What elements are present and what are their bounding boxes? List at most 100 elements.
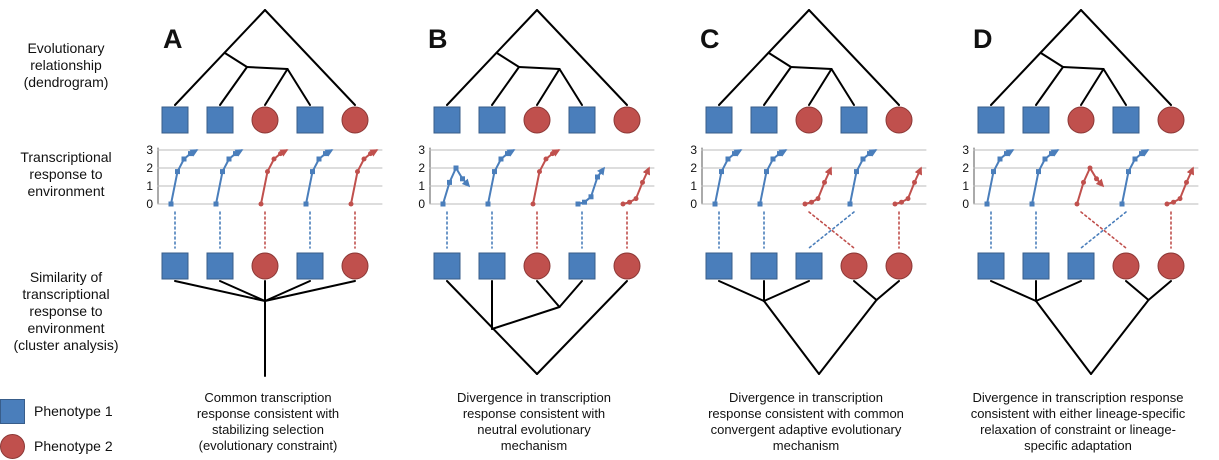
phenotype-1-square — [296, 106, 324, 134]
data-point — [854, 169, 859, 175]
cluster-branch — [718, 280, 765, 302]
data-point — [1126, 169, 1131, 175]
legend-label: Phenotype 1 — [34, 403, 113, 419]
data-point — [175, 169, 180, 175]
dendrogram-branch — [518, 66, 561, 70]
row-label-line: transcriptional — [22, 286, 110, 302]
caption-line: convergent adaptive evolutionary — [710, 422, 902, 437]
square-shape — [1067, 252, 1095, 280]
response-curve-red — [1074, 165, 1105, 207]
dendrogram-branch — [1035, 66, 1064, 106]
dendrogram-branch — [1080, 68, 1105, 106]
response-curve-blue — [1119, 149, 1150, 207]
square-shape — [1112, 106, 1140, 134]
dendrogram-branch — [790, 66, 833, 70]
data-point — [447, 179, 452, 185]
data-point — [1164, 201, 1170, 207]
row-label-line: (dendrogram) — [23, 74, 109, 90]
response-curve-blue — [1029, 149, 1060, 207]
response-curve-blue — [712, 149, 743, 207]
data-point — [1074, 201, 1080, 207]
data-point — [505, 151, 510, 157]
data-point — [1139, 151, 1144, 157]
panel-letter-a: A — [163, 24, 183, 54]
dendrogram-branch — [1080, 9, 1172, 106]
row-label-line: environment — [27, 183, 105, 199]
response-curve-blue — [168, 149, 199, 207]
dendrogram-branch — [1039, 51, 1064, 68]
phenotype-2-circle — [1067, 106, 1095, 134]
y-tick-label: 0 — [962, 197, 969, 211]
y-tick-label: 2 — [690, 161, 697, 175]
data-point — [530, 201, 536, 207]
y-tick-label: 3 — [418, 143, 425, 157]
phenotype-2-circle — [1157, 106, 1185, 134]
y-tick-label: 0 — [690, 197, 697, 211]
phenotype-1-square — [1067, 252, 1095, 280]
row-label-line: Evolutionary — [27, 40, 105, 56]
response-curve-red — [530, 149, 561, 207]
data-point — [460, 176, 465, 182]
phenotype-1-square — [161, 106, 189, 134]
data-point — [1081, 179, 1086, 185]
data-point — [233, 151, 238, 157]
dendrogram-branch — [1062, 66, 1105, 70]
data-point — [595, 174, 600, 180]
data-point — [1004, 151, 1009, 157]
data-point — [226, 156, 232, 162]
data-point — [620, 201, 626, 207]
square-shape — [795, 252, 823, 280]
response-curve-blue — [575, 166, 605, 207]
cluster-branch — [1147, 280, 1172, 301]
cluster-branch — [763, 280, 810, 302]
circle-shape — [795, 106, 823, 134]
row-label-line: Similarity of — [29, 269, 103, 285]
phenotype-2-circle — [840, 252, 868, 280]
square-shape — [296, 252, 324, 280]
data-point — [575, 201, 581, 207]
y-tick-label: 1 — [962, 179, 969, 193]
y-tick-label: 0 — [418, 197, 425, 211]
phenotype-1-square — [433, 106, 461, 134]
cluster-branch — [219, 280, 266, 302]
circle-shape — [885, 252, 913, 280]
circle-shape — [341, 252, 369, 280]
phenotype-1-square — [478, 252, 506, 280]
data-point — [757, 201, 763, 207]
square-shape — [1022, 252, 1050, 280]
row-label-line: Transcriptional — [20, 149, 112, 165]
data-point — [492, 169, 497, 175]
dendrogram-branch — [536, 68, 561, 106]
data-point — [712, 201, 718, 207]
data-point — [809, 199, 814, 205]
response-curve-red — [620, 166, 651, 207]
y-tick-label: 2 — [962, 161, 969, 175]
phenotype-1-square — [206, 252, 234, 280]
y-tick-label: 2 — [418, 161, 425, 175]
cluster-branch — [264, 280, 356, 302]
data-point — [997, 156, 1003, 162]
y-tick-label: 1 — [146, 179, 153, 193]
phenotype-2-circle — [523, 252, 551, 280]
dendrogram-branch — [558, 68, 583, 106]
panel-letter-d: D — [973, 24, 993, 54]
data-point — [316, 156, 322, 162]
circle-shape — [251, 106, 279, 134]
data-point — [905, 196, 911, 202]
data-point — [498, 156, 504, 162]
dendrogram-branch — [830, 68, 855, 106]
square-shape — [1022, 106, 1050, 134]
data-point — [867, 151, 872, 157]
phenotype-1-square — [161, 252, 189, 280]
phenotype-1-square — [1112, 106, 1140, 134]
caption-line: response consistent with common — [708, 406, 904, 421]
phenotype-1-square — [705, 252, 733, 280]
dendrogram-branch — [223, 51, 248, 68]
caption-line: mechanism — [500, 438, 568, 453]
data-point — [822, 179, 827, 185]
cluster-branch — [174, 280, 266, 302]
circle-shape — [1157, 252, 1185, 280]
legend-phenotype-2: Phenotype 2 — [0, 432, 113, 460]
response-curve-red — [1164, 166, 1195, 207]
data-point — [912, 179, 917, 185]
